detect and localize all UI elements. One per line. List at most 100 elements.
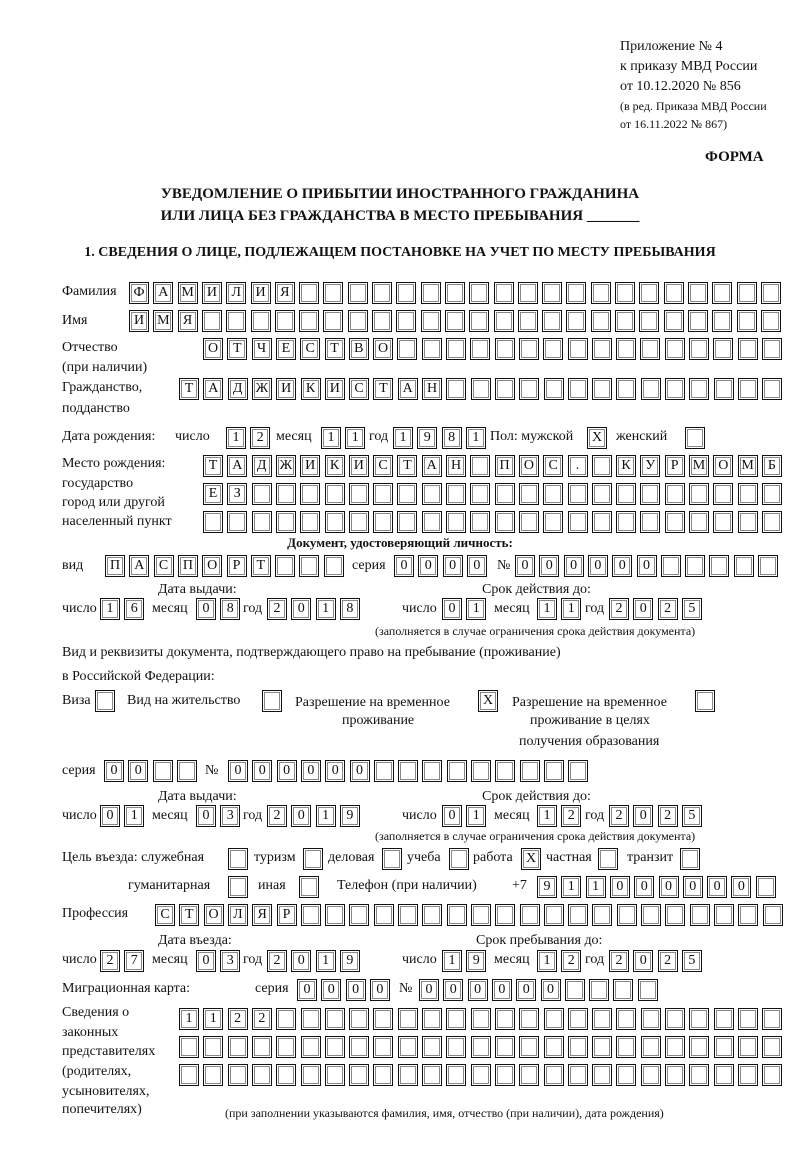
checkbox-temp-permit[interactable]: X [478,690,498,712]
char-box-reps-1[interactable] [300,1008,321,1030]
char-box-birthplace-3[interactable] [713,511,734,533]
checkbox-sex-male[interactable]: X [587,427,607,449]
char-box-birthplace-2[interactable] [275,483,296,505]
char-box-reps-2[interactable] [446,1036,467,1058]
char-box-birthplace-3[interactable] [518,511,539,533]
char-box-reps-3[interactable] [373,1064,394,1086]
char-box-mig-number[interactable]: 0 [540,979,561,1001]
char-box-name[interactable]: М [153,310,174,332]
char-box-reps-3[interactable] [203,1064,224,1086]
char-box-stay-until-month[interactable]: 1 [537,950,557,972]
char-box-reps-1[interactable]: 1 [179,1008,199,1030]
char-box-birthplace-2[interactable] [373,483,394,505]
char-box-name[interactable] [639,310,660,332]
char-box-reps-2[interactable] [397,1036,418,1058]
char-box-patronymic[interactable] [640,338,661,360]
char-box-profession[interactable]: Т [179,904,200,926]
char-box-birthplace-2[interactable]: Е [203,483,223,505]
char-box-birthplace-3[interactable] [421,511,442,533]
char-box-stay-number[interactable] [373,760,394,782]
char-box-birthplace-1[interactable]: О [518,455,539,477]
char-box-stay-number[interactable]: 0 [325,760,346,782]
char-box-mig-series[interactable]: 0 [297,979,317,1001]
char-box-citizenship[interactable]: И [324,378,345,400]
char-box-reps-1[interactable] [567,1008,588,1030]
char-box-birthplace-3[interactable] [348,511,369,533]
char-box-birthplace-1[interactable]: Т [397,455,418,477]
char-box-birthplace-1[interactable]: П [494,455,515,477]
char-box-name[interactable]: И [129,310,149,332]
char-box-mig-series[interactable]: 0 [321,979,342,1001]
char-box-birthplace-2[interactable] [348,483,369,505]
checkbox-purpose-other[interactable] [299,876,319,898]
char-box-id-number[interactable] [733,555,754,577]
char-box-stay-until-year[interactable]: 5 [681,950,702,972]
char-box-stay-valid-day[interactable]: 0 [442,805,462,827]
char-box-id-kind[interactable]: П [105,555,125,577]
char-box-patronymic[interactable]: Т [324,338,345,360]
char-box-citizenship[interactable] [567,378,588,400]
char-box-birthplace-3[interactable] [446,511,466,533]
char-box-birthplace-1[interactable] [591,455,612,477]
char-box-birthplace-1[interactable]: Д [251,455,272,477]
char-box-birthplace-3[interactable] [300,511,321,533]
char-box-stay-issue-year[interactable]: 2 [267,805,287,827]
char-box-reps-2[interactable] [567,1036,588,1058]
char-box-citizenship[interactable]: Ж [251,378,272,400]
char-box-name[interactable] [396,310,417,332]
char-box-patronymic[interactable] [518,338,539,360]
char-box-id-series[interactable]: 0 [466,555,487,577]
char-box-entry-year[interactable]: 9 [339,950,360,972]
char-box-reps-2[interactable] [470,1036,491,1058]
char-box-phone[interactable] [755,876,776,898]
char-box-birthplace-1[interactable]: К [616,455,637,477]
char-box-entry-month[interactable]: 0 [196,950,216,972]
char-box-surname[interactable] [396,282,417,304]
char-box-stay-until-year[interactable]: 0 [633,950,654,972]
char-box-reps-2[interactable] [592,1036,613,1058]
char-box-surname[interactable]: Л [226,282,247,304]
char-box-phone[interactable]: 0 [731,876,752,898]
char-box-reps-1[interactable] [737,1008,758,1030]
char-box-reps-3[interactable] [592,1064,613,1086]
char-box-birthplace-1[interactable]: А [421,455,442,477]
checkbox-purpose-private[interactable] [598,848,618,870]
char-box-mig-number[interactable] [589,979,610,1001]
char-box-id-number[interactable] [660,555,681,577]
char-box-birthplace-1[interactable]: . [567,455,588,477]
char-box-patronymic[interactable] [737,338,758,360]
char-box-profession[interactable] [738,904,759,926]
char-box-name[interactable] [420,310,441,332]
char-box-patronymic[interactable] [470,338,491,360]
char-box-id-series[interactable]: 0 [394,555,414,577]
char-box-birth-year[interactable]: 8 [441,427,462,449]
char-box-reps-1[interactable]: 1 [203,1008,224,1030]
char-box-patronymic[interactable] [761,338,782,360]
char-box-phone[interactable]: 1 [561,876,582,898]
char-box-stay-number[interactable] [471,760,491,782]
checkbox-purpose-study[interactable] [449,848,469,870]
char-box-reps-3[interactable] [324,1064,345,1086]
char-box-id-series[interactable]: 0 [418,555,439,577]
char-box-reps-3[interactable] [640,1064,661,1086]
char-box-patronymic[interactable] [421,338,442,360]
char-box-reps-1[interactable] [494,1008,515,1030]
char-box-profession[interactable] [325,904,346,926]
char-box-id-issue-year[interactable]: 1 [315,598,336,620]
char-box-birthplace-2[interactable] [470,483,491,505]
char-box-birthplace-1[interactable]: Р [664,455,685,477]
char-box-birthplace-2[interactable] [616,483,637,505]
char-box-reps-1[interactable] [470,1008,491,1030]
char-box-stay-until-year[interactable]: 2 [609,950,629,972]
char-box-birth-year[interactable]: 1 [393,427,413,449]
char-box-stay-number[interactable]: 0 [228,760,248,782]
char-box-patronymic[interactable]: Т [227,338,248,360]
char-box-reps-1[interactable] [397,1008,418,1030]
char-box-birthplace-3[interactable] [203,511,223,533]
char-box-id-number[interactable] [709,555,730,577]
char-box-birthplace-3[interactable] [689,511,709,533]
char-box-citizenship[interactable] [494,378,515,400]
char-box-reps-2[interactable] [422,1036,442,1058]
char-box-reps-1[interactable] [616,1008,637,1030]
char-box-birthplace-3[interactable] [664,511,685,533]
